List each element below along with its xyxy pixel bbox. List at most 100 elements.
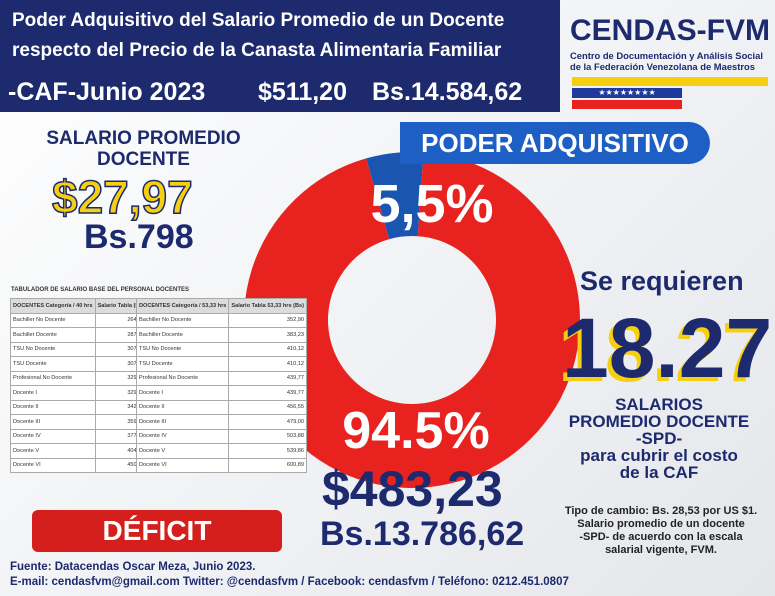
table-cell: 410,12 [228, 341, 308, 357]
table-cell: Docente III [135, 414, 230, 430]
table-cell: Docente III [10, 414, 96, 430]
note-line: Salario promedio de un docente [577, 518, 745, 530]
table-cell: 383,23 [228, 327, 308, 343]
table-row: Profesional No Docente 439,77 [135, 370, 308, 386]
flag-stripe: ★★★★★★★★ [572, 88, 682, 98]
table-row: Docente V 539,86 [135, 443, 308, 459]
deficit-usd: $483,23 [322, 461, 503, 517]
table-cell: TSU Docente [10, 356, 96, 372]
table-row: Docente VI450,70 [10, 457, 148, 473]
table-row: Docente I 439,77 [135, 385, 308, 401]
table-cell: Bachiller No Docente [10, 312, 96, 328]
table-row: Docente V404,92 [10, 443, 148, 459]
donut-segment [366, 152, 424, 240]
table-row: TSU No Docente307,61 [10, 341, 148, 357]
table-header: Salario Tabla 53,33 hrs (Bs) [228, 298, 308, 314]
table-cell: Bachiller Docente [10, 327, 96, 343]
table-cell: TSU No Docente [135, 341, 230, 357]
requirement-line: SALARIOS [615, 395, 703, 414]
deficit-bs: Bs.13.786,62 [320, 515, 525, 553]
requirement-line: para cubrir el costo [580, 446, 738, 465]
header-caf: -CAF-Junio 2023 [8, 78, 206, 106]
table-row: Docente II 456,55 [135, 399, 308, 415]
value-label: 94.5% [342, 402, 489, 460]
header-usd: $511,20 [258, 78, 347, 106]
table-row: Bachiller Docente 383,23 [135, 327, 308, 343]
table-row: TSU No Docente 410,12 [135, 341, 308, 357]
table-cell: 439,77 [228, 370, 308, 386]
table-cell: Profesional No Docente [10, 370, 96, 386]
table-cell: Docente V [10, 443, 96, 459]
salary-bs: Bs.798 [84, 218, 194, 256]
table-cell: Docente IV [10, 428, 96, 444]
table-row: Docente IV377,94 [10, 428, 148, 444]
flag-stripe [572, 77, 768, 86]
header-band [0, 0, 560, 112]
salary-table: DOCENTES Categoría / 40 hrs Salario Tabla… [10, 298, 148, 473]
table-row: Profesional No Docente329,85 [10, 370, 148, 386]
requirement-number: 18.27 [562, 301, 773, 395]
header-title: Poder Adquisitivo del Salario Promedio d… [12, 10, 505, 31]
table-header: DOCENTES Categoría / 53,33 hrs [135, 298, 230, 314]
requirement-line: PROMEDIO DOCENTE [568, 412, 750, 431]
table-header-row: DOCENTES Categoría / 40 hrs Salario Tabla… [10, 298, 148, 314]
notes: Tipo de cambio: Bs. 28,53 por US $1. Sala… [546, 505, 775, 557]
table-row: Docente I329,85 [10, 385, 148, 401]
table-cell: 479,00 [228, 414, 308, 430]
table-cell: Docente II [10, 399, 96, 415]
table-row: Docente II342,43 [10, 399, 148, 415]
table-cell: Docente V [135, 443, 230, 459]
salary-table: DOCENTES Categoría / 53,33 hrs Salario Ta… [135, 298, 308, 473]
table-cell: Docente VI [10, 457, 96, 473]
table-row: TSU Docente 410,12 [135, 356, 308, 372]
table-cell: TSU Docente [135, 356, 230, 372]
table-row: Bachiller Docente287,44 [10, 327, 148, 343]
table-cell: Profesional No Docente [135, 370, 230, 386]
note-line: salarial vigente, FVM. [605, 544, 717, 556]
logo-name: CENDAS-FVM [570, 14, 770, 47]
logo-text: Centro de Documentación y Análisis Socia… [570, 50, 763, 61]
donut-segment [244, 152, 581, 488]
table-cell: TSU No Docente [10, 341, 96, 357]
table-cell: Docente VI [135, 457, 230, 473]
table-row: Bachiller No Docente264,69 [10, 312, 148, 328]
table-cell: 600,89 [228, 457, 308, 473]
table-header-row: DOCENTES Categoría / 53,33 hrs Salario Ta… [135, 298, 308, 314]
table-cell: Docente I [135, 385, 230, 401]
table-cell: Docente I [10, 385, 96, 401]
table-cell: Docente II [135, 399, 230, 415]
table-cell: 503,88 [228, 428, 308, 444]
note-line: -SPD- de acuerdo con la escala [579, 531, 743, 543]
note-line: Tipo de cambio: Bs. 28,53 por US $1. [564, 505, 758, 517]
footer-source: Fuente: Datacendas Oscar Meza, Junio 202… [10, 561, 256, 573]
table-header: DOCENTES Categoría / 40 hrs [10, 298, 96, 314]
table-row: Docente IV 503,88 [135, 428, 308, 444]
value-label: 5,5% [370, 174, 493, 234]
table-cell: 410,12 [228, 356, 308, 372]
flag-stripe [572, 100, 682, 109]
requirement-text: SALARIOS PROMEDIO DOCENTE -SPD-para cubrir… [545, 396, 773, 481]
category-label: PODER ADQUISITIVO [400, 122, 710, 164]
table-cell: Bachiller No Docente [135, 312, 230, 328]
table-cell: 439,77 [228, 385, 308, 401]
requirement-line: -SPD- [635, 429, 683, 448]
header-title: respecto del Precio de la Canasta Alimen… [12, 40, 502, 61]
table-row: TSU Docente307,61 [10, 356, 148, 372]
salary-usd: $27,97 [51, 170, 193, 224]
header-bs: Bs.14.584,62 [372, 78, 523, 106]
table-row: Bachiller No Docente 352,90 [135, 312, 308, 328]
table-row: Docente VI 600,89 [135, 457, 308, 473]
requirement-line: de la CAF [619, 463, 699, 482]
salary-title: SALARIO PROMEDIO DOCENTE [46, 128, 241, 170]
table-row: Docente III 479,00 [135, 414, 308, 430]
table-row: Docente III359,28 [10, 414, 148, 430]
table-cell: Bachiller Docente [135, 327, 230, 343]
requirement-lead: Se requieren [580, 266, 744, 296]
table-cell: Docente IV [135, 428, 230, 444]
footer-contact: E-mail: cendasfvm@gmail.com Twitter: @ce… [10, 576, 569, 588]
table-cell: 352,90 [228, 312, 308, 328]
table-title: TABULADOR DE SALARIO BASE DEL PERSONAL D… [11, 287, 190, 293]
